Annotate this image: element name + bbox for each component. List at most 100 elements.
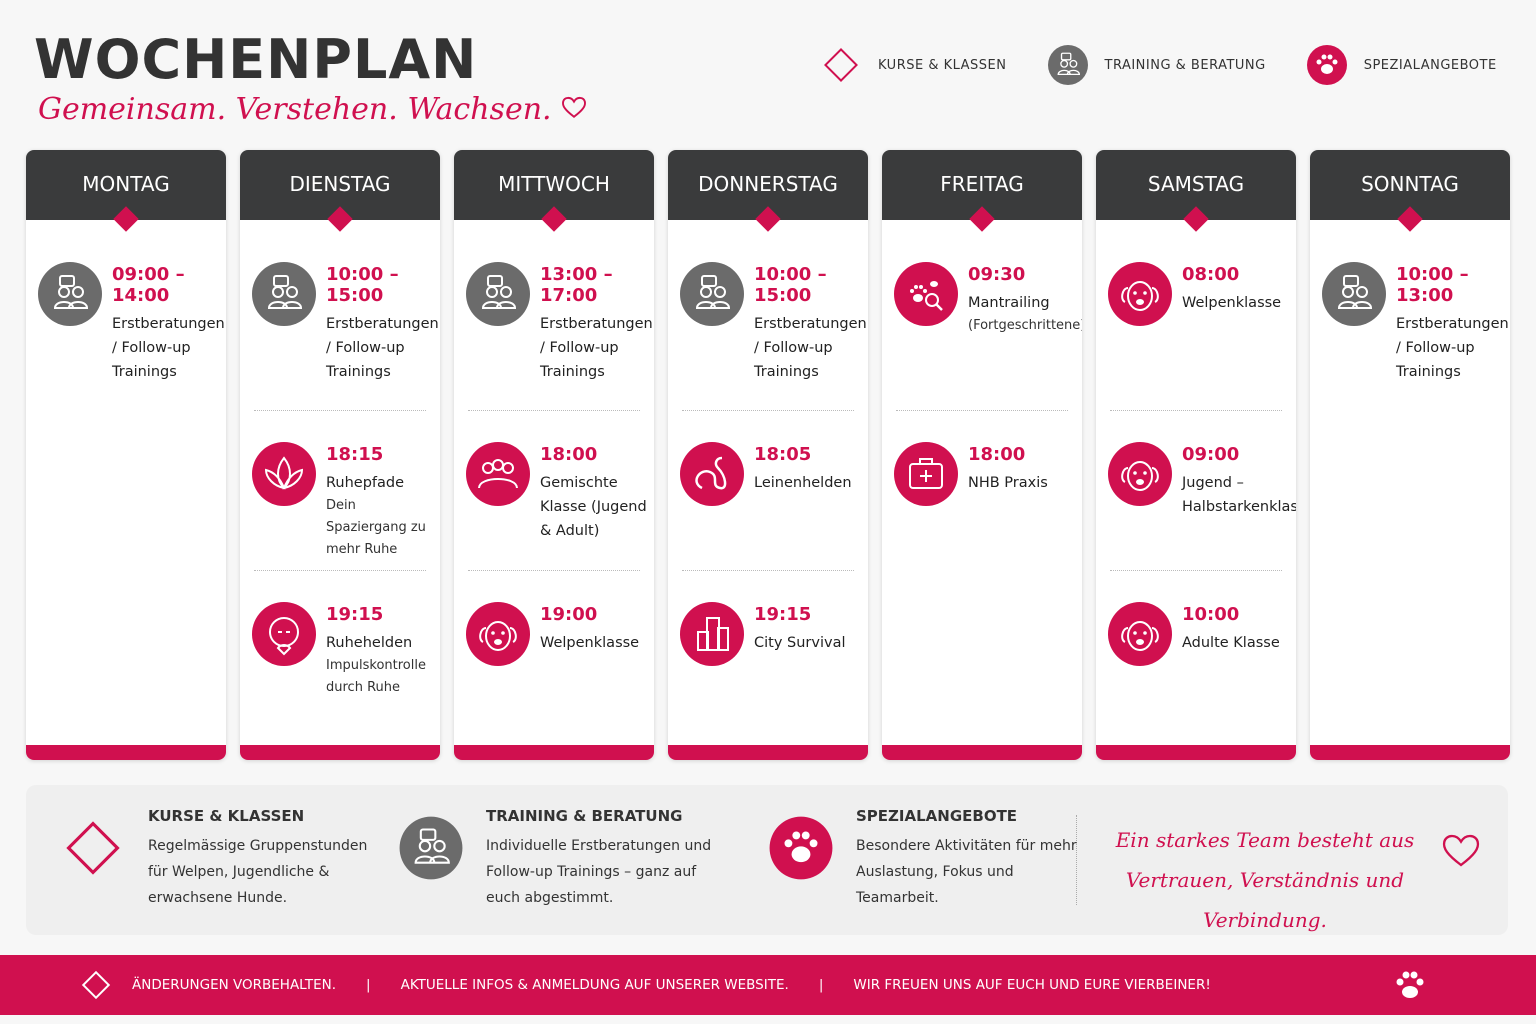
footer: ÄNDERUNGEN VORBEHALTEN. | AKTUELLE INFOS &… — [0, 955, 1536, 1015]
event-time: 18:00 — [540, 444, 598, 465]
info-block: KURSE & KLASSEN Regelmässige Gruppenstund… — [60, 807, 388, 911]
day-name: MITTWOCH — [498, 172, 610, 196]
info-title: SPEZIALANGEBOTE — [856, 807, 1018, 825]
info-body: SPEZIALANGEBOTE Besondere Aktivitäten für… — [856, 807, 1096, 911]
event-icon — [680, 602, 744, 666]
diamond — [1183, 206, 1209, 232]
event-title: Erstberatungen / Follow-up Trainings — [754, 316, 867, 380]
event: 18:05 Leinenhelden — [680, 442, 862, 506]
day-name: FREITAG — [940, 172, 1024, 196]
day-footer — [668, 745, 868, 760]
day-header: DONNERSTAG — [668, 150, 868, 232]
event-icon — [1108, 602, 1172, 666]
event-title: Leinenhelden — [754, 475, 852, 491]
event-title: Mantrailing — [968, 295, 1050, 311]
diamond — [755, 206, 781, 232]
event-text: 09:30 Mantrailing (Fortgeschrittene) — [968, 262, 1082, 337]
info-body: TRAINING & BERATUNG Individuelle Erstbera… — [486, 807, 726, 911]
footer-text: ÄNDERUNGEN VORBEHALTEN. — [132, 977, 337, 993]
heart-icon — [562, 96, 587, 118]
subtitle-text: Gemeinsam. Verstehen. Wachsen. — [38, 92, 552, 127]
day-header: MONTAG — [26, 150, 226, 232]
info-block: TRAINING & BERATUNG Individuelle Erstbera… — [398, 807, 726, 911]
legend-item: SPEZIALANGEBOTE — [1306, 44, 1497, 86]
day-header: SONNTAG — [1310, 150, 1510, 232]
divider — [682, 410, 854, 411]
event-text: 09:00 – 14:00 Erstberatungen / Follow-up … — [112, 262, 225, 384]
event-title: Erstberatungen / Follow-up Trainings — [112, 316, 225, 380]
event-subtitle: (Fortgeschrittene) — [968, 318, 1082, 333]
diamond — [327, 206, 353, 232]
event: 09:00 – 14:00 Erstberatungen / Follow-up … — [38, 262, 225, 384]
diamond-icon — [81, 970, 111, 1000]
diamond — [1397, 206, 1423, 232]
event-text: 19:15 City Survival — [754, 602, 846, 666]
info-title: TRAINING & BERATUNG — [486, 807, 683, 825]
divider — [682, 570, 854, 571]
day-footer — [882, 745, 1082, 760]
day-header: DIENSTAG — [240, 150, 440, 232]
event-time: 13:00 – 17:00 — [540, 264, 613, 306]
event: 19:15 Ruhehelden Impulskontrolle durch Ruh… — [252, 602, 434, 699]
event-time: 10:00 – 15:00 — [326, 264, 399, 306]
day-column: SONNTAG 10:00 – 13:00 Erstberatungen / Fol… — [1310, 150, 1510, 760]
event-title: Ruhehelden — [326, 635, 413, 651]
day-column: MITTWOCH 13:00 – 17:00 Erstberatungen / Fo… — [454, 150, 654, 760]
day-footer — [454, 745, 654, 760]
event-icon — [252, 602, 316, 666]
event: 08:00 Welpenklasse — [1108, 262, 1290, 326]
event: 10:00 Adulte Klasse — [1108, 602, 1290, 666]
quote: Ein starkes Team besteht aus Vertrauen, … — [1115, 828, 1415, 932]
event-time: 09:30 — [968, 264, 1026, 285]
event-icon — [894, 262, 958, 326]
footer-text: AKTUELLE INFOS & ANMELDUNG AUF UNSERER W… — [400, 977, 789, 993]
divider — [468, 570, 640, 571]
info-icon — [66, 821, 120, 875]
event: 18:00 NHB Praxis — [894, 442, 1076, 506]
legend: KURSE & KLASSEN TRAINING & BERATUNG SPEZIA… — [820, 44, 1497, 86]
event: 10:00 – 15:00 Erstberatungen / Follow-up … — [252, 262, 439, 384]
info-text: Besondere Aktivitäten für mehr Auslastun… — [856, 838, 1077, 906]
event-icon — [466, 262, 530, 326]
event-title: Erstberatungen / Follow-up Trainings — [540, 316, 653, 380]
event-time: 19:15 — [754, 604, 812, 625]
legend-icon — [1306, 45, 1347, 85]
footer-text: WIR FREUEN UNS AUF EUCH UND EURE VIERBEI… — [853, 977, 1211, 993]
day-name: SAMSTAG — [1147, 172, 1245, 196]
event-title: Gemischte Klasse (Jugend & Adult) — [540, 475, 647, 539]
separator — [1076, 815, 1077, 905]
info-text: Regelmässige Gruppenstunden für Welpen, … — [148, 838, 368, 906]
day-name: DIENSTAG — [289, 172, 391, 196]
info-panel: KURSE & KLASSEN Regelmässige Gruppenstund… — [26, 785, 1508, 935]
event-title: Jugend – Halbstarkenklasse — [1182, 475, 1296, 515]
event-icon — [38, 262, 102, 326]
event: 19:00 Welpenklasse — [466, 602, 648, 666]
event-time: 18:00 — [968, 444, 1026, 465]
event-icon — [252, 262, 316, 326]
diamond — [969, 206, 995, 232]
event-icon — [1108, 442, 1172, 506]
event: 19:15 City Survival — [680, 602, 862, 666]
event: 18:15 Ruhepfade Dein Spaziergang zu mehr R… — [252, 442, 434, 561]
day-header: MITTWOCH — [454, 150, 654, 232]
event-title: Welpenklasse — [1182, 295, 1282, 311]
divider — [896, 410, 1068, 411]
heart-icon — [1442, 834, 1480, 867]
event-title: Erstberatungen / Follow-up Trainings — [326, 316, 439, 380]
event-time: 18:05 — [754, 444, 812, 465]
event-title: Erstberatungen / Follow-up Trainings — [1396, 316, 1509, 380]
info-body: KURSE & KLASSEN Regelmässige Gruppenstund… — [148, 807, 388, 911]
paw-icon — [1396, 971, 1424, 998]
day-name: SONNTAG — [1361, 172, 1459, 196]
legend-label: KURSE & KLASSEN — [878, 57, 1007, 73]
event: 09:00 Jugend – Halbstarkenklasse — [1108, 442, 1296, 519]
event-time: 10:00 – 13:00 — [1396, 264, 1469, 306]
day-footer — [1096, 745, 1296, 760]
event-text: 18:05 Leinenhelden — [754, 442, 852, 506]
event-time: 09:00 – 14:00 — [112, 264, 185, 306]
event-text: 10:00 – 13:00 Erstberatungen / Follow-up … — [1396, 262, 1509, 384]
legend-item: TRAINING & BERATUNG — [1047, 44, 1266, 86]
subtitle: Gemeinsam. Verstehen. Wachsen. — [38, 92, 587, 127]
divider — [468, 410, 640, 411]
event-icon — [1322, 262, 1386, 326]
